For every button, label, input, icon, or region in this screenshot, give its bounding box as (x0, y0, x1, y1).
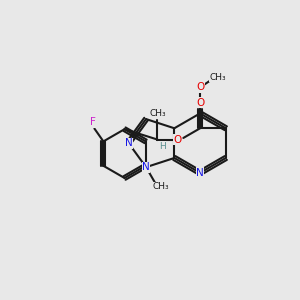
Text: H: H (159, 142, 165, 151)
Text: O: O (196, 98, 204, 108)
Text: N: N (125, 138, 133, 148)
Text: CH₃: CH₃ (210, 73, 226, 82)
Text: N: N (196, 168, 204, 178)
Text: O: O (196, 82, 204, 92)
Text: CH₃: CH₃ (149, 110, 166, 118)
Text: O: O (174, 134, 182, 145)
Text: CH₃: CH₃ (153, 182, 169, 191)
Text: N: N (142, 162, 150, 172)
Text: F: F (90, 117, 96, 127)
